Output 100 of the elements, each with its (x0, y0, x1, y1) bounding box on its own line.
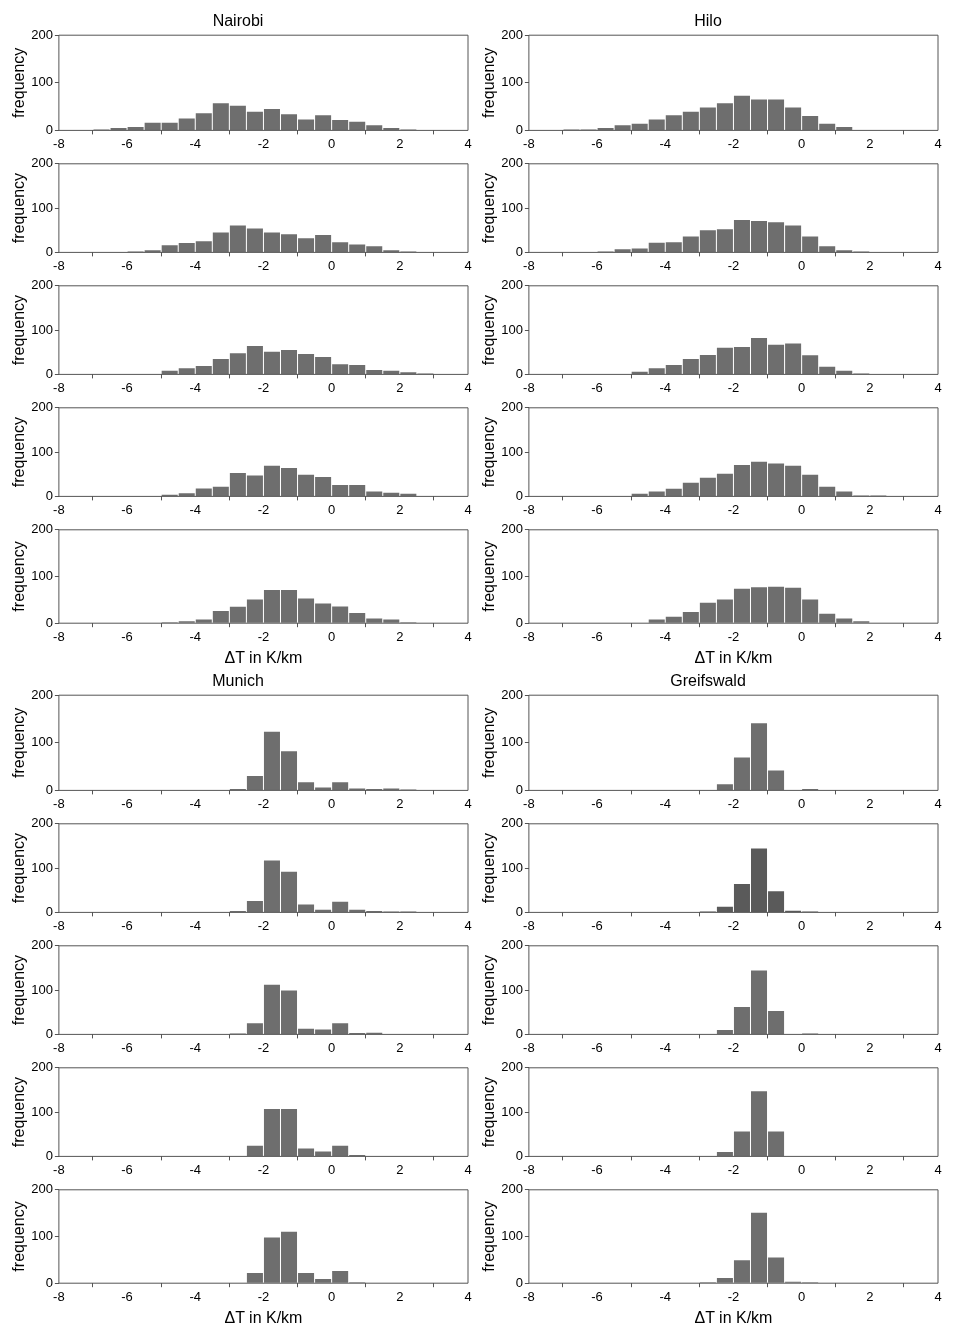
x-tick-label: -4 (189, 1039, 202, 1055)
x-tick-label: 2 (866, 1161, 874, 1177)
y-tick-label: 200 (31, 1181, 53, 1197)
x-tick-label: 4 (934, 628, 942, 644)
y-tick-label: 200 (501, 686, 523, 702)
x-tick-label: 4 (934, 1161, 942, 1177)
y-tick-label: 200 (31, 686, 53, 702)
x-tick-label: 0 (798, 795, 806, 811)
x-tick-label: 4 (934, 917, 942, 933)
y-tick-label: 0 (515, 121, 523, 137)
x-tick-label: 4 (464, 917, 472, 933)
y-axis-title: frequency (480, 541, 498, 612)
x-tick-label: 4 (934, 1288, 942, 1304)
x-tick-label: -6 (591, 501, 603, 517)
y-axis-title: frequency (10, 47, 28, 118)
y-tick-label: 100 (31, 981, 53, 997)
x-tick-label: 4 (464, 1039, 472, 1055)
y-tick-label: 200 (501, 399, 523, 415)
x-tick-label: 2 (396, 628, 404, 644)
y-tick-label: 0 (45, 1025, 53, 1041)
y-tick-label: 0 (45, 1147, 53, 1163)
chart-title: Munich (212, 672, 264, 690)
x-tick-label: -4 (659, 1161, 672, 1177)
x-tick-label: -6 (121, 628, 133, 644)
x-tick-label: -6 (121, 1161, 133, 1177)
x-tick-label: 2 (396, 135, 404, 151)
x-tick-label: -8 (523, 795, 535, 811)
x-tick-label: -8 (53, 1161, 65, 1177)
x-tick-label: 2 (866, 501, 874, 517)
x-tick-label: 2 (866, 1288, 874, 1304)
chart-title: Hilo (694, 12, 722, 30)
x-tick-label: -8 (523, 1161, 535, 1177)
x-tick-label: -2 (727, 628, 740, 644)
y-tick-label: 100 (501, 321, 523, 337)
x-tick-label: -8 (523, 379, 535, 395)
x-tick-label: -2 (257, 501, 270, 517)
x-tick-label: 2 (396, 917, 404, 933)
x-tick-label: 4 (464, 379, 472, 395)
x-tick-label: -6 (591, 795, 603, 811)
x-tick-label: 0 (798, 1161, 806, 1177)
x-tick-label: -4 (189, 257, 202, 273)
x-tick-label: -4 (189, 379, 202, 395)
y-axis-title: frequency (10, 1201, 28, 1272)
y-tick-label: 100 (31, 74, 53, 90)
x-tick-label: -6 (121, 257, 133, 273)
x-tick-label: 4 (464, 1288, 472, 1304)
x-tick-label: 4 (934, 501, 942, 517)
y-tick-label: 200 (31, 1059, 53, 1075)
x-tick-label: -4 (189, 135, 202, 151)
x-tick-label: -4 (659, 917, 672, 933)
x-tick-label: -2 (257, 257, 270, 273)
x-tick-label: -6 (121, 379, 133, 395)
y-tick-label: 200 (31, 815, 53, 831)
x-tick-label: -8 (53, 501, 65, 517)
x-tick-label: 2 (866, 135, 874, 151)
x-tick-label: -8 (523, 257, 535, 273)
x-tick-label: 0 (798, 628, 806, 644)
x-tick-label: 0 (328, 795, 336, 811)
y-tick-label: 0 (515, 1274, 523, 1290)
x-tick-label: -4 (659, 1288, 672, 1304)
x-tick-label: 2 (396, 795, 404, 811)
y-tick-label: 100 (501, 734, 523, 750)
y-tick-label: 100 (501, 981, 523, 997)
x-axis-title: ΔT in K/km (694, 1308, 773, 1326)
y-tick-label: 100 (31, 1103, 53, 1119)
y-tick-label: 0 (515, 1147, 523, 1163)
x-tick-label: 0 (798, 917, 806, 933)
x-tick-label: -8 (53, 379, 65, 395)
x-tick-label: 4 (934, 257, 942, 273)
y-tick-label: 100 (501, 568, 523, 584)
y-tick-label: 0 (45, 903, 53, 919)
x-tick-label: -6 (591, 628, 603, 644)
y-tick-label: 100 (31, 859, 53, 875)
y-tick-label: 100 (31, 443, 53, 459)
x-tick-label: -2 (727, 257, 740, 273)
x-tick-label: 2 (866, 1039, 874, 1055)
x-tick-label: -8 (53, 917, 65, 933)
y-tick-label: 200 (501, 1181, 523, 1197)
x-tick-label: 4 (464, 501, 472, 517)
y-axis-title: frequency (10, 954, 28, 1026)
x-tick-label: -4 (189, 1288, 202, 1304)
x-tick-label: -2 (257, 917, 270, 933)
x-tick-label: -4 (659, 135, 672, 151)
y-tick-label: 100 (501, 74, 523, 90)
y-axis-title: frequency (480, 47, 498, 118)
x-tick-label: 0 (328, 135, 336, 151)
y-tick-label: 200 (501, 1059, 523, 1075)
x-tick-label: -2 (727, 917, 740, 933)
x-tick-label: -8 (523, 628, 535, 644)
y-axis-title: frequency (10, 707, 28, 778)
x-tick-label: 0 (798, 501, 806, 517)
x-tick-label: -2 (257, 1161, 270, 1177)
x-tick-label: 4 (464, 257, 472, 273)
x-axis-title: ΔT in K/km (224, 1308, 303, 1326)
x-tick-label: 0 (328, 501, 336, 517)
x-tick-label: -8 (53, 795, 65, 811)
y-tick-label: 200 (31, 277, 53, 293)
y-axis-title: frequency (480, 1076, 498, 1148)
y-axis-title: frequency (10, 416, 28, 488)
x-axis-title: ΔT in K/km (694, 648, 773, 666)
